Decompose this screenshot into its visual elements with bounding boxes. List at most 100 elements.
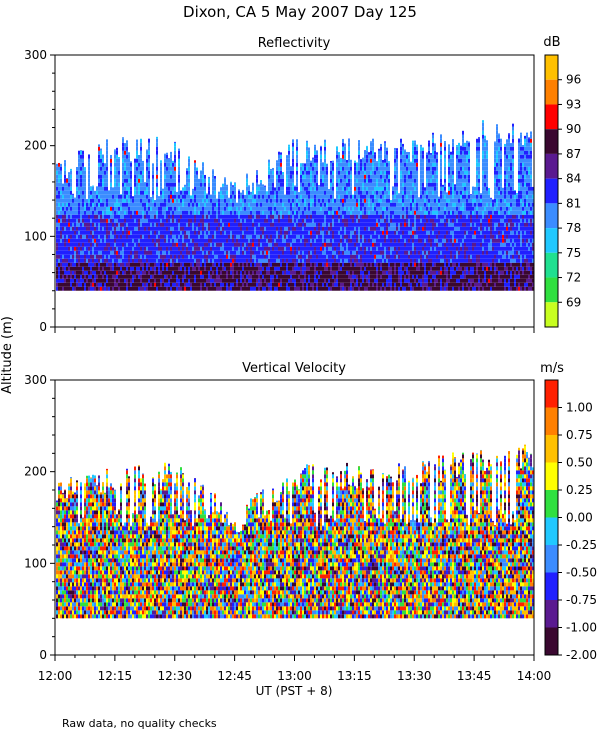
- reflectivity-cell: [212, 190, 214, 195]
- reflectivity-cell: [222, 234, 224, 239]
- reflectivity-cell: [122, 214, 124, 219]
- reflectivity-cell: [216, 198, 218, 203]
- reflectivity-cell: [138, 286, 140, 291]
- reflectivity-cell: [344, 266, 346, 271]
- reflectivity-cell: [290, 234, 292, 239]
- reflectivity-cell: [58, 210, 60, 215]
- reflectivity-cell: [338, 274, 340, 279]
- reflectivity-cell: [268, 218, 270, 223]
- reflectivity-cell: [172, 286, 174, 291]
- reflectivity-cell: [370, 274, 372, 279]
- reflectivity-cell: [156, 154, 158, 159]
- reflectivity-cell: [72, 193, 74, 195]
- reflectivity-cell: [192, 230, 194, 235]
- reflectivity-cell: [364, 266, 366, 271]
- reflectivity-cell: [226, 210, 228, 215]
- reflectivity-cell: [280, 162, 282, 167]
- reflectivity-cell: [146, 286, 148, 291]
- reflectivity-cell: [64, 286, 66, 291]
- reflectivity-cell: [130, 242, 132, 247]
- reflectivity-cell: [130, 230, 132, 235]
- reflectivity-cell: [346, 238, 348, 243]
- reflectivity-cell: [196, 246, 198, 251]
- reflectivity-cell: [212, 230, 214, 235]
- reflectivity-cell: [338, 186, 340, 191]
- reflectivity-cell: [116, 282, 118, 287]
- reflectivity-cell: [344, 250, 346, 255]
- reflectivity-cell: [204, 278, 206, 283]
- reflectivity-cell: [140, 146, 142, 151]
- reflectivity-cell: [304, 206, 306, 211]
- reflectivity-cell: [128, 266, 130, 271]
- reflectivity-cell: [272, 182, 274, 187]
- reflectivity-cell: [370, 266, 372, 271]
- reflectivity-cell: [102, 238, 104, 243]
- reflectivity-cell: [74, 278, 76, 283]
- reflectivity-cell: [108, 194, 110, 199]
- reflectivity-cell: [168, 278, 170, 283]
- reflectivity-cell: [162, 188, 164, 191]
- reflectivity-cell: [74, 274, 76, 279]
- reflectivity-cell: [354, 226, 356, 231]
- reflectivity-cell: [298, 198, 300, 203]
- reflectivity-cell: [104, 218, 106, 223]
- reflectivity-cell: [296, 282, 298, 287]
- reflectivity-cell: [114, 170, 116, 175]
- reflectivity-cell: [256, 214, 258, 219]
- reflectivity-cell: [98, 174, 100, 179]
- reflectivity-cell: [194, 170, 196, 175]
- reflectivity-cell: [120, 234, 122, 239]
- reflectivity-cell: [60, 230, 62, 235]
- reflectivity-cell: [264, 238, 266, 243]
- reflectivity-cell: [162, 262, 164, 267]
- reflectivity-cell: [286, 214, 288, 219]
- reflectivity-cell: [246, 186, 248, 191]
- reflectivity-cell: [110, 162, 112, 167]
- reflectivity-cell: [140, 242, 142, 247]
- reflectivity-cell: [172, 162, 174, 167]
- reflectivity-cell: [270, 238, 272, 243]
- reflectivity-cell: [104, 278, 106, 283]
- reflectivity-cell: [130, 206, 132, 211]
- reflectivity-cell: [274, 286, 276, 291]
- reflectivity-cell: [196, 170, 198, 175]
- reflectivity-cell: [102, 226, 104, 231]
- reflectivity-cell: [222, 246, 224, 251]
- reflectivity-cell: [200, 282, 202, 287]
- reflectivity-cell: [188, 170, 190, 175]
- reflectivity-cell: [216, 206, 218, 211]
- reflectivity-cell: [316, 258, 318, 263]
- reflectivity-cell: [100, 286, 102, 291]
- reflectivity-cell: [230, 258, 232, 263]
- reflectivity-cell: [224, 214, 226, 219]
- reflectivity-cell: [150, 234, 152, 239]
- reflectivity-cell: [198, 246, 200, 251]
- reflectivity-cell: [96, 274, 98, 279]
- reflectivity-cell: [94, 230, 96, 235]
- reflectivity-cell: [150, 218, 152, 223]
- reflectivity-cell: [360, 170, 362, 175]
- reflectivity-cell: [242, 206, 244, 211]
- reflectivity-cell: [354, 266, 356, 271]
- reflectivity-cell: [172, 242, 174, 247]
- reflectivity-cell: [76, 230, 78, 235]
- reflectivity-cell: [178, 258, 180, 263]
- reflectivity-cell: [60, 262, 62, 267]
- reflectivity-cell: [170, 226, 172, 231]
- reflectivity-cell: [174, 162, 176, 167]
- reflectivity-cell: [72, 250, 74, 255]
- reflectivity-cell: [306, 162, 308, 167]
- reflectivity-cell: [136, 226, 138, 231]
- reflectivity-cell: [176, 194, 178, 199]
- reflectivity-cell: [288, 214, 290, 219]
- reflectivity-cell: [144, 226, 146, 231]
- reflectivity-cell: [316, 286, 318, 291]
- reflectivity-cell: [144, 254, 146, 259]
- reflectivity-cell: [156, 266, 158, 271]
- reflectivity-cell: [170, 274, 172, 279]
- reflectivity-cell: [116, 238, 118, 243]
- reflectivity-cell: [236, 254, 238, 259]
- reflectivity-cell: [346, 159, 348, 163]
- reflectivity-cell: [98, 278, 100, 283]
